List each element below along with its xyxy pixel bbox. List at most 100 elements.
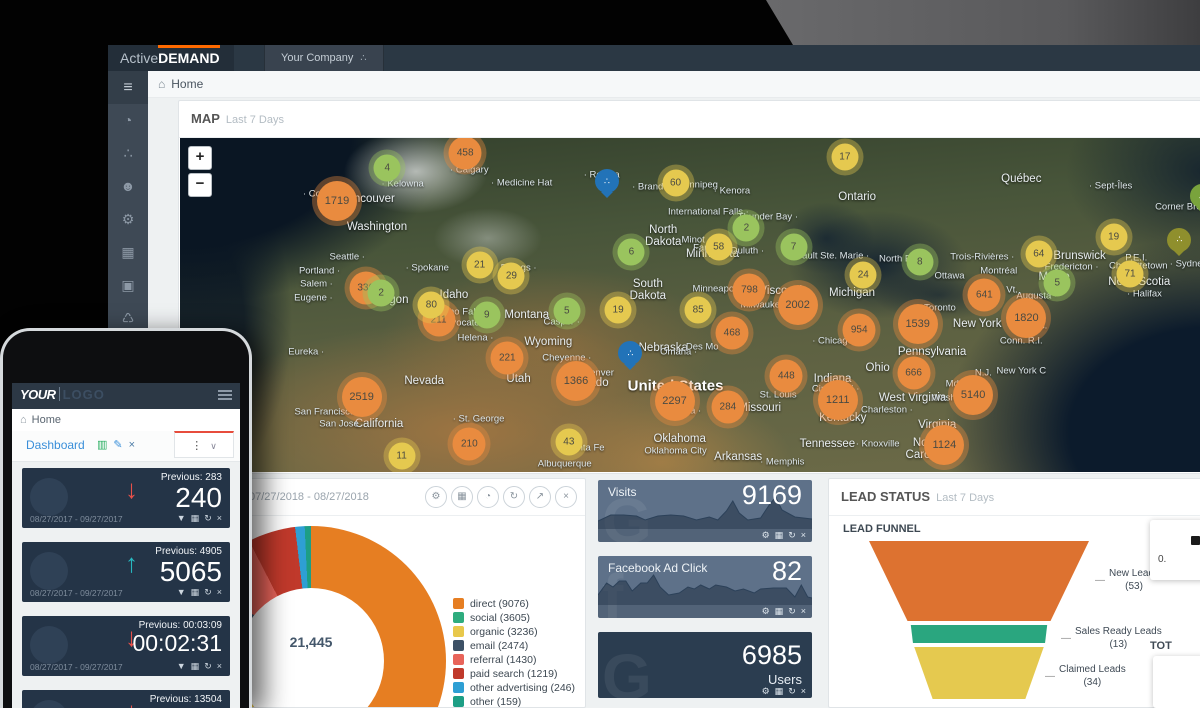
map-cluster-marker[interactable]: 468 — [715, 316, 749, 350]
sidebar-item-contacts[interactable]: ☻ — [108, 170, 148, 203]
close-icon[interactable]: × — [800, 606, 806, 616]
breadcrumb[interactable]: ⌂ Home — [148, 71, 1200, 98]
map-cluster-marker[interactable]: 58 — [705, 233, 733, 261]
app-logo[interactable]: ActiveDEMAND — [108, 45, 234, 71]
map-cluster-marker[interactable]: 641 — [967, 278, 1001, 312]
legend-item[interactable]: direct (9076) — [452, 597, 575, 611]
map-cluster-marker[interactable]: 7 — [780, 233, 808, 261]
sidebar-item-security[interactable]: ▣ — [108, 269, 148, 302]
funnel-stage-1[interactable] — [869, 541, 1089, 621]
edit-icon[interactable]: ✎ — [113, 439, 123, 451]
zoom-in-button[interactable]: + — [188, 146, 212, 170]
legend-item[interactable]: other advertising (246) — [452, 681, 575, 695]
funnel-stage-2[interactable] — [910, 625, 1048, 644]
phone-breadcrumb[interactable]: ⌂ Home — [12, 409, 240, 432]
map-cluster-marker[interactable]: 6 — [617, 238, 645, 266]
traffic-date-range[interactable]: 07/27/2018 - 08/27/2018 — [249, 491, 369, 503]
map-cluster-marker[interactable]: 1820 — [1006, 298, 1047, 339]
map-cluster-marker[interactable]: 43 — [555, 428, 583, 456]
map-cluster-marker[interactable]: 1539 — [897, 304, 938, 345]
map-cluster-marker[interactable]: 221 — [490, 341, 524, 375]
resize-button[interactable]: ↗ — [529, 486, 551, 508]
map-cluster-marker[interactable]: 80 — [417, 291, 445, 319]
close-icon[interactable]: × — [800, 530, 806, 540]
calendar-icon[interactable]: ▦ — [774, 530, 784, 540]
map-cluster-marker[interactable]: 954 — [842, 313, 876, 347]
sidebar-item-trash[interactable]: ♺ — [108, 302, 148, 335]
calendar-icon[interactable]: ▦ — [774, 606, 784, 616]
close-icon[interactable]: × — [800, 686, 806, 696]
facebook-tile[interactable]: f Facebook Ad Click 82 ⚙▦↻× — [598, 556, 812, 618]
close-icon[interactable]: × — [216, 513, 222, 523]
lead-funnel-chart[interactable]: — New Leads (53) — Sales Ready Leads (13) — Cla… — [869, 541, 1162, 701]
sidebar-item-campaigns[interactable]: ∴ — [108, 137, 148, 170]
map-location-pin[interactable]: ∴ — [594, 169, 619, 198]
refresh-icon[interactable]: ↻ — [204, 513, 212, 523]
zoom-out-button[interactable]: − — [188, 173, 212, 197]
map-cluster-marker[interactable]: 8 — [906, 248, 934, 276]
map-canvas[interactable]: + − United States Ontario Québec Montana Was… — [180, 138, 1200, 472]
filter-icon[interactable]: ▼ — [176, 587, 186, 597]
chart-icon[interactable]: ▥ — [97, 439, 108, 451]
map-cluster-marker[interactable]: 1366 — [556, 360, 597, 401]
map-cluster-marker[interactable]: 2519 — [341, 377, 382, 418]
calendar-button[interactable]: ▦ — [451, 486, 473, 508]
visits-tile[interactable]: G Visits 9169 ⚙ ▦ ↻ × — [598, 480, 812, 542]
settings-icon[interactable]: ⚙ — [761, 530, 770, 540]
close-icon[interactable]: × — [216, 587, 222, 597]
map-cluster-marker[interactable]: 1124 — [924, 424, 965, 465]
close-icon[interactable]: × — [128, 439, 136, 451]
dashboard-menu-button[interactable]: ⋮ ∨ — [174, 431, 234, 458]
legend-item[interactable]: social (3605) — [452, 611, 575, 625]
map-cluster-marker[interactable]: 1211 — [817, 380, 858, 421]
legend-item[interactable]: email (2474) — [452, 639, 575, 653]
refresh-icon[interactable]: ↻ — [204, 661, 212, 671]
map-cluster-marker[interactable]: 5140 — [953, 375, 994, 416]
refresh-icon[interactable]: ↻ — [788, 530, 796, 540]
map-cluster-marker[interactable]: 71 — [1116, 260, 1144, 288]
calendar-icon[interactable]: ▦ — [190, 587, 200, 597]
map-cluster-marker[interactable]: 19 — [604, 296, 632, 324]
calendar-icon[interactable]: ▦ — [190, 661, 200, 671]
map-cluster-marker[interactable]: 24 — [849, 261, 877, 289]
map-cluster-marker[interactable]: 60 — [662, 169, 690, 197]
sidebar-item-settings[interactable]: ⚙ — [108, 203, 148, 236]
map-cluster-marker[interactable]: 2 — [367, 279, 395, 307]
refresh-icon[interactable]: ↻ — [204, 587, 212, 597]
sidebar-item-modules[interactable]: ▦ — [108, 236, 148, 269]
map-cluster-marker[interactable]: 458 — [448, 138, 482, 170]
map-cluster-marker[interactable]: 666 — [897, 356, 931, 390]
legend-item[interactable]: organic (3236) — [452, 625, 575, 639]
company-tab[interactable]: Your Company ∴ — [264, 45, 384, 71]
phone-menu-icon[interactable] — [218, 390, 232, 402]
legend-item[interactable]: paid search (1219) — [452, 667, 575, 681]
refresh-icon[interactable]: ↻ — [788, 606, 796, 616]
map-cluster-marker[interactable]: 17 — [831, 143, 859, 171]
funnel-stage-3[interactable] — [914, 646, 1044, 700]
map-cluster-marker[interactable]: 64 — [1025, 240, 1053, 268]
map-cluster-marker[interactable]: 4 — [373, 154, 401, 182]
map-location-pin[interactable]: ∴ — [1167, 227, 1192, 257]
refresh-button[interactable]: ↻ — [503, 486, 525, 508]
map-cluster-marker[interactable]: 29 — [497, 262, 525, 290]
settings-icon[interactable]: ⚙ — [761, 686, 770, 696]
map-cluster-marker[interactable]: 5 — [553, 297, 581, 325]
dashboard-button[interactable]: ◔ — [477, 486, 499, 508]
map-cluster-marker[interactable]: 9 — [473, 301, 501, 329]
map-cluster-marker[interactable]: 2 — [732, 214, 760, 242]
map-cluster-marker[interactable]: 19 — [1100, 223, 1128, 251]
map-cluster-marker[interactable]: 2297 — [654, 381, 695, 422]
tab-dashboard[interactable]: Dashboard — [26, 438, 85, 452]
settings-button[interactable]: ⚙ — [425, 486, 447, 508]
sidebar-item-dashboard[interactable]: ◔ — [108, 104, 148, 137]
map-cluster-marker[interactable]: 5 — [1043, 269, 1071, 297]
close-icon[interactable]: × — [216, 661, 222, 671]
calendar-icon[interactable]: ▦ — [774, 686, 784, 696]
users-tile[interactable]: G 6985 Users ⚙ ▦ ↻ × — [598, 632, 812, 698]
map-cluster-marker[interactable]: 11 — [388, 442, 416, 470]
sidebar-item-menu[interactable]: ≡ — [108, 71, 148, 104]
refresh-icon[interactable]: ↻ — [788, 686, 796, 696]
map-cluster-marker[interactable]: 210 — [452, 427, 486, 461]
close-button[interactable]: × — [555, 486, 577, 508]
map-cluster-marker[interactable]: 1719 — [316, 180, 357, 221]
